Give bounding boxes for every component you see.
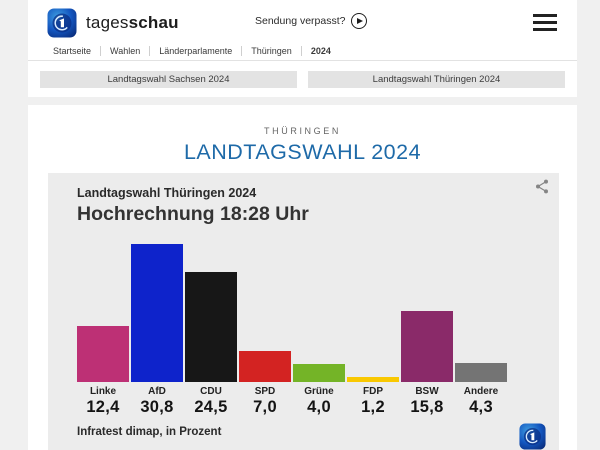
hamburger-menu-icon[interactable] bbox=[533, 14, 557, 31]
bar-chart: Linke 12,4 AfD 30,8 CDU 24,5 SPD 7,0 Grüne 4,0 FDP… bbox=[77, 242, 559, 417]
site-header: tagesschau Sendung verpasst? Startseite … bbox=[28, 0, 577, 97]
party-value: 12,4 bbox=[86, 398, 120, 416]
party-value: 24,5 bbox=[194, 398, 228, 416]
play-icon[interactable] bbox=[351, 13, 368, 29]
brand-regular: tages bbox=[86, 12, 129, 32]
sendung-verpasst-link[interactable]: Sendung verpasst? bbox=[255, 13, 368, 29]
bar-andere bbox=[455, 362, 507, 382]
bar-grüne bbox=[293, 364, 345, 382]
brand-wordmark[interactable]: tagesschau bbox=[86, 13, 179, 33]
party-value: 4,3 bbox=[469, 398, 493, 416]
party-label: FDP bbox=[363, 386, 383, 397]
breadcrumb-item-thueringen[interactable]: Thüringen bbox=[242, 45, 302, 56]
ard-tagesschau-badge-icon bbox=[519, 423, 546, 450]
party-value: 30,8 bbox=[140, 398, 174, 416]
brand-row: tagesschau Sendung verpasst? bbox=[28, 0, 577, 38]
breadcrumb-item-2024[interactable]: 2024 bbox=[310, 45, 331, 56]
party-value: 15,8 bbox=[410, 398, 444, 416]
tagesschau-logo-icon[interactable] bbox=[47, 8, 77, 38]
party-value: 4,0 bbox=[307, 398, 331, 416]
brand-bold: schau bbox=[128, 12, 179, 32]
bar-spd bbox=[239, 350, 291, 382]
bar-column-linke: Linke 12,4 bbox=[77, 242, 129, 417]
breadcrumb: Startseite Wahlen Länderparlamente Thüri… bbox=[53, 44, 577, 57]
bar-column-fdp: FDP 1,2 bbox=[347, 242, 399, 417]
share-icon[interactable] bbox=[535, 179, 549, 199]
page-kicker: THÜRINGEN bbox=[264, 126, 341, 136]
party-label: BSW bbox=[415, 386, 439, 397]
election-nav: Landtagswahl Sachsen 2024 Landtagswahl T… bbox=[40, 71, 565, 88]
bar-linke bbox=[77, 326, 129, 382]
party-label: Linke bbox=[89, 386, 117, 397]
bar-column-spd: SPD 7,0 bbox=[239, 242, 291, 417]
party-value: 7,0 bbox=[253, 398, 277, 416]
header-divider bbox=[28, 60, 577, 61]
bar-cdu bbox=[185, 272, 237, 382]
sendung-verpasst-label: Sendung verpasst? bbox=[255, 15, 346, 27]
landtagswahl-sachsen-button[interactable]: Landtagswahl Sachsen 2024 bbox=[40, 71, 297, 88]
party-label: Andere bbox=[463, 386, 499, 397]
bar-column-cdu: CDU 24,5 bbox=[185, 242, 237, 417]
party-label: CDU bbox=[200, 386, 222, 397]
election-chart-card: Landtagswahl Thüringen 2024 Hochrechnung… bbox=[48, 173, 559, 450]
breadcrumb-item-laenderparlamente[interactable]: Länderparlamente bbox=[150, 45, 243, 56]
breadcrumb-item-wahlen[interactable]: Wahlen bbox=[101, 45, 151, 56]
bar-bsw bbox=[401, 311, 453, 382]
party-label: SPD bbox=[254, 386, 276, 397]
bar-column-bsw: BSW 15,8 bbox=[401, 242, 453, 417]
main-content: THÜRINGEN LANDTAGSWAHL 2024 Landtagswahl… bbox=[28, 105, 577, 450]
party-value: 1,2 bbox=[361, 398, 385, 416]
bar-afd bbox=[131, 244, 183, 382]
chart-source: Infratest dimap, in Prozent bbox=[77, 426, 222, 438]
party-label: Grüne bbox=[304, 386, 334, 397]
bar-fdp bbox=[347, 376, 399, 382]
landtagswahl-thueringen-button[interactable]: Landtagswahl Thüringen 2024 bbox=[308, 71, 565, 88]
chart-title: Landtagswahl Thüringen 2024 bbox=[77, 186, 257, 200]
bar-column-grüne: Grüne 4,0 bbox=[293, 242, 345, 417]
bar-column-andere: Andere 4,3 bbox=[455, 242, 507, 417]
party-label: AfD bbox=[148, 386, 166, 397]
bar-column-afd: AfD 30,8 bbox=[131, 242, 183, 417]
page-title: LANDTAGSWAHL 2024 bbox=[183, 140, 422, 164]
breadcrumb-item-startseite[interactable]: Startseite bbox=[53, 45, 102, 56]
chart-subtitle: Hochrechnung 18:28 Uhr bbox=[77, 203, 309, 225]
